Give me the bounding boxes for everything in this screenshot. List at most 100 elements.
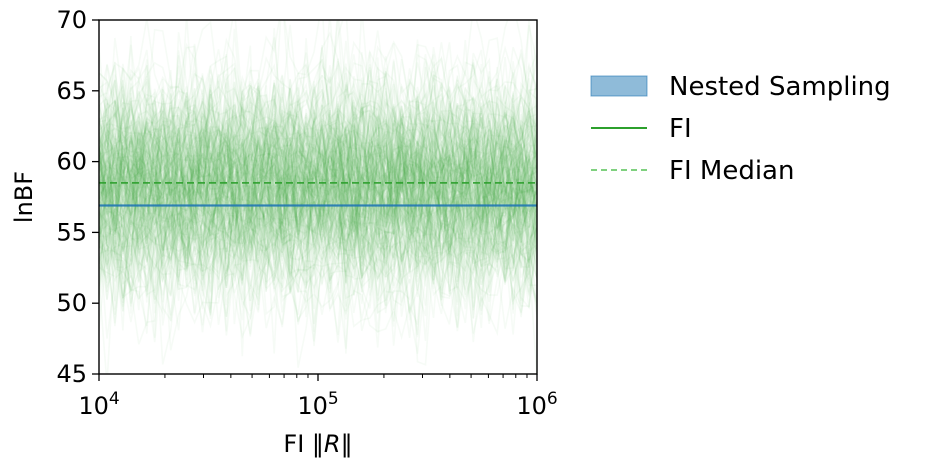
fi-realization-line [99, 103, 537, 300]
fi-realization-line [99, 40, 537, 235]
fi-realization-line [99, 151, 537, 314]
fi-realization-line [99, 61, 537, 233]
fi-realization-line [99, 47, 537, 199]
fi-realization-line [99, 99, 537, 327]
fi-realization-line [99, 190, 537, 365]
fi-realization-line [99, 161, 537, 354]
fi-realization-line [99, 58, 537, 211]
fi-realization-line [99, 136, 537, 295]
fi-realization-line [99, 114, 537, 257]
fi-realization-line [99, 86, 537, 216]
fi-realization-line [99, 24, 537, 165]
fi-realization-line [99, 79, 537, 241]
fi-realization-line [99, 143, 537, 348]
fi-realization-line [99, 87, 537, 229]
fi-realization-line [99, 20, 537, 215]
fi-realization-line [99, 105, 537, 268]
fi-realization-line [99, 86, 537, 270]
fi-realization-line [99, 137, 537, 315]
fi-realization-line [99, 50, 537, 246]
fi-realization-line [99, 141, 537, 281]
fi-realization-line [99, 162, 537, 339]
fi-realization-line [99, 154, 537, 339]
fi-realization-line [99, 132, 537, 268]
x-tick-label: 106 [516, 389, 557, 420]
fi-realization-line [99, 112, 537, 278]
fi-realization-line [99, 20, 537, 196]
fi-realization-line [99, 147, 537, 316]
fi-realization-line [99, 78, 537, 238]
fi-realization-line [99, 206, 537, 366]
fi-realization-line [99, 129, 537, 266]
legend: Nested Sampling FI FI Median [590, 72, 891, 186]
fi-realization-line [99, 137, 537, 265]
fi-realization-line [99, 98, 537, 279]
fi-realization-line [99, 110, 537, 239]
x-tick-label: 104 [78, 389, 119, 420]
fi-realization-line [99, 163, 537, 357]
fi-realization-line [99, 171, 537, 315]
x-tick-label: 105 [297, 389, 338, 420]
fi-realization-line [99, 77, 537, 257]
fi-realization-line [99, 28, 537, 235]
fi-realization-line [99, 103, 537, 283]
fi-realization-line [99, 65, 537, 269]
fi-realization-line [99, 125, 537, 290]
fi-realization-line [99, 129, 537, 292]
fi-realization-line [99, 210, 537, 374]
fi-realization-line [99, 89, 537, 253]
fi-realization-line [99, 137, 537, 270]
fi-realization-line [99, 103, 537, 232]
fi-realization-line [99, 46, 537, 196]
fi-realization-line [99, 80, 537, 232]
fi-realization-line [99, 35, 537, 251]
fi-realization-line [99, 99, 537, 270]
fi-realization-line [99, 102, 537, 244]
fi-realization-line [99, 127, 537, 310]
fi-realization-line [99, 100, 537, 238]
fi-realization-line [99, 98, 537, 269]
fi-realization-line [99, 93, 537, 248]
fi-realization-line [99, 140, 537, 283]
fi-realization-line [99, 54, 537, 216]
fi-realization-line [99, 80, 537, 234]
fi-realization-line [99, 111, 537, 297]
fi-realization-line [99, 120, 537, 258]
fi-realization-line [99, 104, 537, 262]
fi-realization-line [99, 124, 537, 273]
fi-realization-line [99, 113, 537, 269]
y-tick-label: 45 [56, 360, 87, 388]
fi-realization-line [99, 130, 537, 294]
fi-realization-line [99, 195, 537, 327]
fi-realization-line [99, 93, 537, 248]
fi-realization-line [99, 149, 537, 299]
fi-realization-line [99, 99, 537, 264]
fi-realization-line [99, 69, 537, 212]
fi-realization-line [99, 92, 537, 250]
fi-realization-line [99, 83, 537, 207]
fi-realization-line [99, 101, 537, 252]
fi-realization-line [99, 152, 537, 310]
fi-realization-line [99, 75, 537, 196]
fi-realization-line [99, 109, 537, 249]
fi-realization-line [99, 80, 537, 267]
fi-realization-line [99, 63, 537, 219]
fi-realization-line [99, 129, 537, 306]
fi-realization-line [99, 101, 537, 256]
fi-realization-line [99, 78, 537, 285]
fi-realization-line [99, 70, 537, 238]
fi-realization-line [99, 145, 537, 291]
fi-realization-line [99, 113, 537, 251]
fi-realization-lines [99, 20, 537, 374]
fi-realization-line [99, 131, 537, 290]
fi-realization-line [99, 114, 537, 279]
fi-realization-line [99, 148, 537, 278]
fi-realization-line [99, 55, 537, 210]
fi-realization-line [99, 107, 537, 237]
fi-realization-line [99, 136, 537, 329]
fi-realization-line [99, 155, 537, 354]
fi-realization-line [99, 111, 537, 251]
fi-realization-line [99, 170, 537, 329]
x-axis-label: FI ‖R‖ [283, 430, 352, 458]
fi-realization-line [99, 136, 537, 325]
